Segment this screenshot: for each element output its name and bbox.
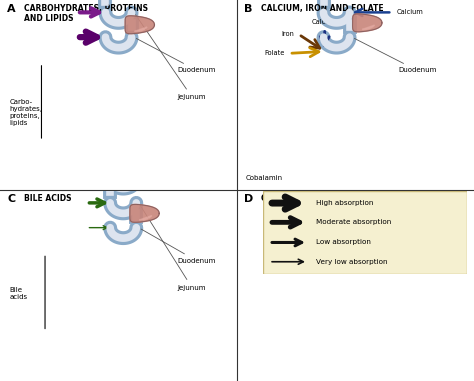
Text: A: A (7, 4, 16, 14)
Text: Duodenum: Duodenum (137, 38, 216, 74)
Text: Ileum: Ileum (0, 380, 1, 381)
Text: High absorption: High absorption (316, 200, 374, 206)
Text: D: D (244, 194, 254, 204)
Text: Cobalamin: Cobalamin (246, 175, 283, 181)
Text: Calcium: Calcium (311, 19, 338, 25)
Text: Jejunum: Jejunum (140, 205, 206, 291)
Text: Low absorption: Low absorption (316, 240, 371, 245)
Text: CARBOHYDRATES, PROTEINS
AND LIPIDS: CARBOHYDRATES, PROTEINS AND LIPIDS (24, 4, 148, 23)
Text: Folate: Folate (264, 50, 284, 56)
Text: Moderate absorption: Moderate absorption (316, 219, 392, 225)
Polygon shape (139, 216, 152, 220)
Text: Ileum: Ileum (0, 380, 1, 381)
Text: Bile
acids: Bile acids (9, 287, 27, 300)
Text: COBALAMIN: COBALAMIN (261, 194, 312, 203)
Polygon shape (110, 159, 137, 170)
Polygon shape (353, 204, 382, 223)
Text: BILE ACIDS: BILE ACIDS (24, 194, 71, 203)
Polygon shape (125, 16, 155, 34)
Text: Calcium: Calcium (397, 10, 424, 15)
Polygon shape (362, 25, 374, 30)
Text: CALCIUM, IRON AND FOLATE: CALCIUM, IRON AND FOLATE (261, 4, 383, 13)
Text: Iron: Iron (281, 31, 294, 37)
Text: Carbo-
hydrates,
proteins,
lipids: Carbo- hydrates, proteins, lipids (9, 99, 43, 126)
Text: Jejunum: Jejunum (136, 15, 206, 100)
Text: Duodenum: Duodenum (355, 38, 437, 74)
FancyBboxPatch shape (263, 190, 467, 274)
Polygon shape (323, 159, 349, 170)
Polygon shape (135, 27, 147, 32)
Text: Ileum: Ileum (0, 380, 1, 381)
Text: Duodenum: Duodenum (141, 229, 216, 264)
Polygon shape (130, 204, 159, 223)
Text: C: C (7, 194, 15, 204)
Polygon shape (353, 14, 382, 32)
Text: B: B (244, 4, 253, 14)
Text: Very low absorption: Very low absorption (316, 259, 388, 265)
Polygon shape (362, 216, 374, 220)
